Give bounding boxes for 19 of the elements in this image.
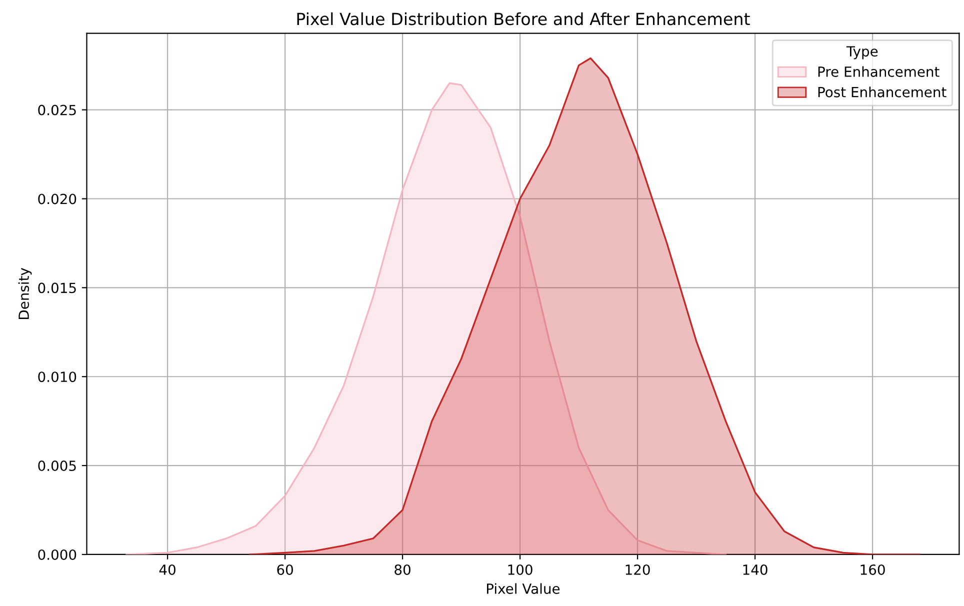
chart-title: Pixel Value Distribution Before and After Enhancement [297,12,750,26]
y-tick-label: 0.025 [38,104,76,116]
y-tick-label: 0.010 [38,372,76,382]
legend-label: Post Enhancement [818,86,946,98]
y-tick-label: 0.015 [38,282,76,294]
x-tick-label: 140 [743,564,768,575]
x-tick-label: 60 [277,564,293,575]
x-tick-label: 40 [159,564,176,575]
x-tick-label: 80 [394,564,410,575]
y-tick-label: 0.005 [38,460,76,472]
x-axis-title: Pixel Value [487,583,560,594]
x-tick-label: 100 [508,564,532,575]
y-axis-title: Density [18,268,32,319]
y-tick-label: 0.000 [38,549,76,560]
x-tick-label: 160 [860,564,885,575]
legend-label: Pre Enhancement [818,66,940,77]
x-tick-label: 120 [626,564,650,575]
legend-title: Type [846,46,878,60]
y-tick-label: 0.020 [38,194,76,204]
